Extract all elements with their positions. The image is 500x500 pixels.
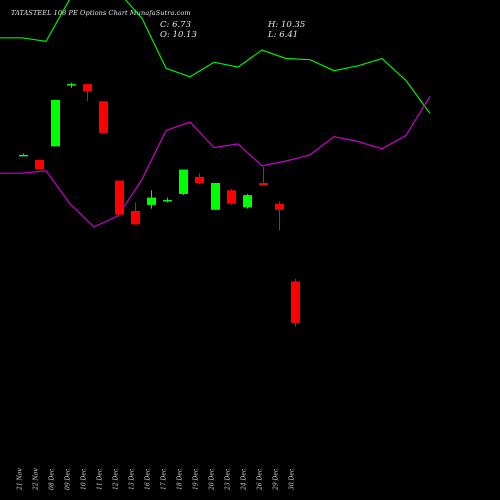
x-tick-label: 21 Nov bbox=[17, 468, 24, 491]
candle-body bbox=[19, 154, 28, 157]
x-tick-label: 22 Nov bbox=[33, 468, 40, 491]
x-tick-label: 13 Dec bbox=[129, 468, 136, 490]
x-tick-label: 10 Dec bbox=[81, 468, 88, 490]
high-value: H: 10.35 bbox=[268, 20, 306, 30]
candle-body bbox=[211, 182, 220, 210]
x-tick-label: 29 Dec bbox=[273, 468, 280, 491]
x-tick-label: 11 Dec bbox=[97, 468, 104, 490]
x-axis-labels: 21 Nov 22 Nov 08 Dec 09 Dec 10 Dec 11 Dec 12 D… bbox=[17, 468, 296, 491]
low-value: L: 6.41 bbox=[268, 30, 299, 40]
candle-body bbox=[67, 84, 76, 86]
x-tick-label: 19 Dec bbox=[193, 468, 200, 490]
x-tick-label: 17 Dec bbox=[161, 468, 168, 490]
x-tick-label: 24 Dec bbox=[241, 468, 248, 491]
candle-body bbox=[147, 197, 156, 205]
open-value: O: 10.13 bbox=[160, 30, 197, 40]
candle-body bbox=[243, 195, 252, 208]
chart-title: TATASTEEL 108 PE Options Chart MunafaSut… bbox=[11, 9, 191, 17]
candles-group bbox=[19, 82, 300, 327]
candle-body bbox=[179, 169, 188, 194]
candle-body bbox=[163, 200, 172, 202]
candle-body bbox=[227, 190, 236, 204]
upper-band-line bbox=[0, 0, 431, 114]
x-tick-label: 08 Dec bbox=[49, 468, 56, 490]
x-tick-label: 26 Dec bbox=[257, 468, 264, 491]
x-tick-label: 23 Dec bbox=[225, 468, 232, 491]
close-value: C: 6.73 bbox=[160, 20, 191, 30]
x-tick-label: 16 Dec bbox=[145, 468, 152, 490]
candle-body bbox=[99, 101, 108, 133]
candle-body bbox=[131, 211, 140, 225]
candle-body bbox=[259, 182, 268, 186]
x-tick-label: 20 Dec bbox=[209, 468, 216, 491]
x-tick-label: 30 Dec bbox=[289, 468, 296, 490]
candle-body bbox=[35, 159, 44, 170]
candle-body bbox=[115, 180, 124, 215]
candle-body bbox=[291, 281, 300, 323]
x-tick-label: 18 Dec bbox=[177, 468, 184, 490]
x-tick-label: 09 Dec bbox=[65, 468, 72, 490]
candle-body bbox=[195, 176, 204, 183]
x-tick-label: 12 Dec bbox=[113, 468, 120, 490]
candle-body bbox=[83, 84, 92, 92]
lower-band-line bbox=[0, 95, 431, 228]
candle-body bbox=[275, 203, 284, 210]
candle-body bbox=[51, 100, 60, 147]
